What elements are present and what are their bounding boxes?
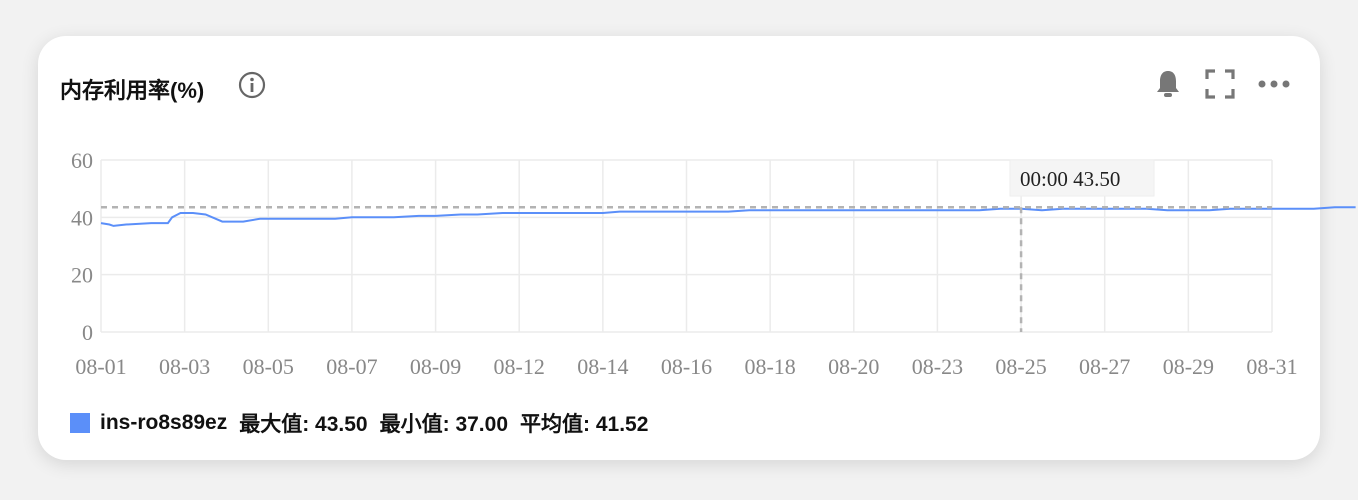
x-tick-label: 08-01	[75, 354, 126, 379]
x-tick-label: 08-18	[744, 354, 795, 379]
x-tick-label: 08-12	[494, 354, 545, 379]
legend: ins-ro8s89ez 最大值: 43.50 最小值: 37.00 平均值: …	[70, 408, 660, 438]
line-chart: 0 20 40 60 08-01 08-03 08-05 08-07 08-09 08-12 08…	[71, 148, 1356, 379]
tooltip-text: 00:00 43.50	[1020, 167, 1120, 191]
y-tick-label: 0	[82, 320, 93, 345]
x-tick-label: 08-16	[661, 354, 712, 379]
series-line-ins-ro8s89ez	[100, 206, 1356, 227]
y-tick-label: 40	[71, 205, 93, 230]
panel-title: 内存利用率(%)	[60, 78, 205, 103]
x-tick-label: 08-27	[1079, 354, 1130, 379]
fullscreen-icon[interactable]	[1204, 68, 1236, 105]
x-tick-label: 08-20	[828, 354, 879, 379]
x-tick-label: 08-09	[410, 354, 461, 379]
x-tick-label: 08-25	[995, 354, 1046, 379]
x-tick-label: 08-05	[243, 354, 294, 379]
chart-panel: 内存利用率(%) 0 20 40 60 08-01 08-03 08-05 08-07 08-…	[38, 36, 1356, 460]
x-tick-label: 08-14	[577, 354, 628, 379]
legend-series-name[interactable]: ins-ro8s89ez	[100, 411, 228, 434]
x-tick-label: 08-07	[326, 354, 377, 379]
x-tick-label: 08-31	[1246, 354, 1297, 379]
legend-min: 最小值: 37.00	[379, 413, 509, 436]
info-icon[interactable]	[238, 71, 266, 104]
legend-avg: 平均值: 41.52	[520, 413, 649, 436]
bell-icon[interactable]	[1152, 68, 1184, 105]
legend-max: 最大值: 43.50	[239, 413, 368, 436]
legend-swatch[interactable]	[70, 413, 90, 433]
y-tick-label: 20	[71, 263, 93, 288]
x-tick-label: 08-23	[912, 354, 963, 379]
tooltip: 00:00 43.50	[1009, 159, 1155, 197]
more-icon[interactable]	[1256, 68, 1292, 105]
x-tick-label: 08-29	[1163, 354, 1214, 379]
y-tick-label: 60	[71, 148, 93, 173]
x-tick-label: 08-03	[159, 354, 210, 379]
